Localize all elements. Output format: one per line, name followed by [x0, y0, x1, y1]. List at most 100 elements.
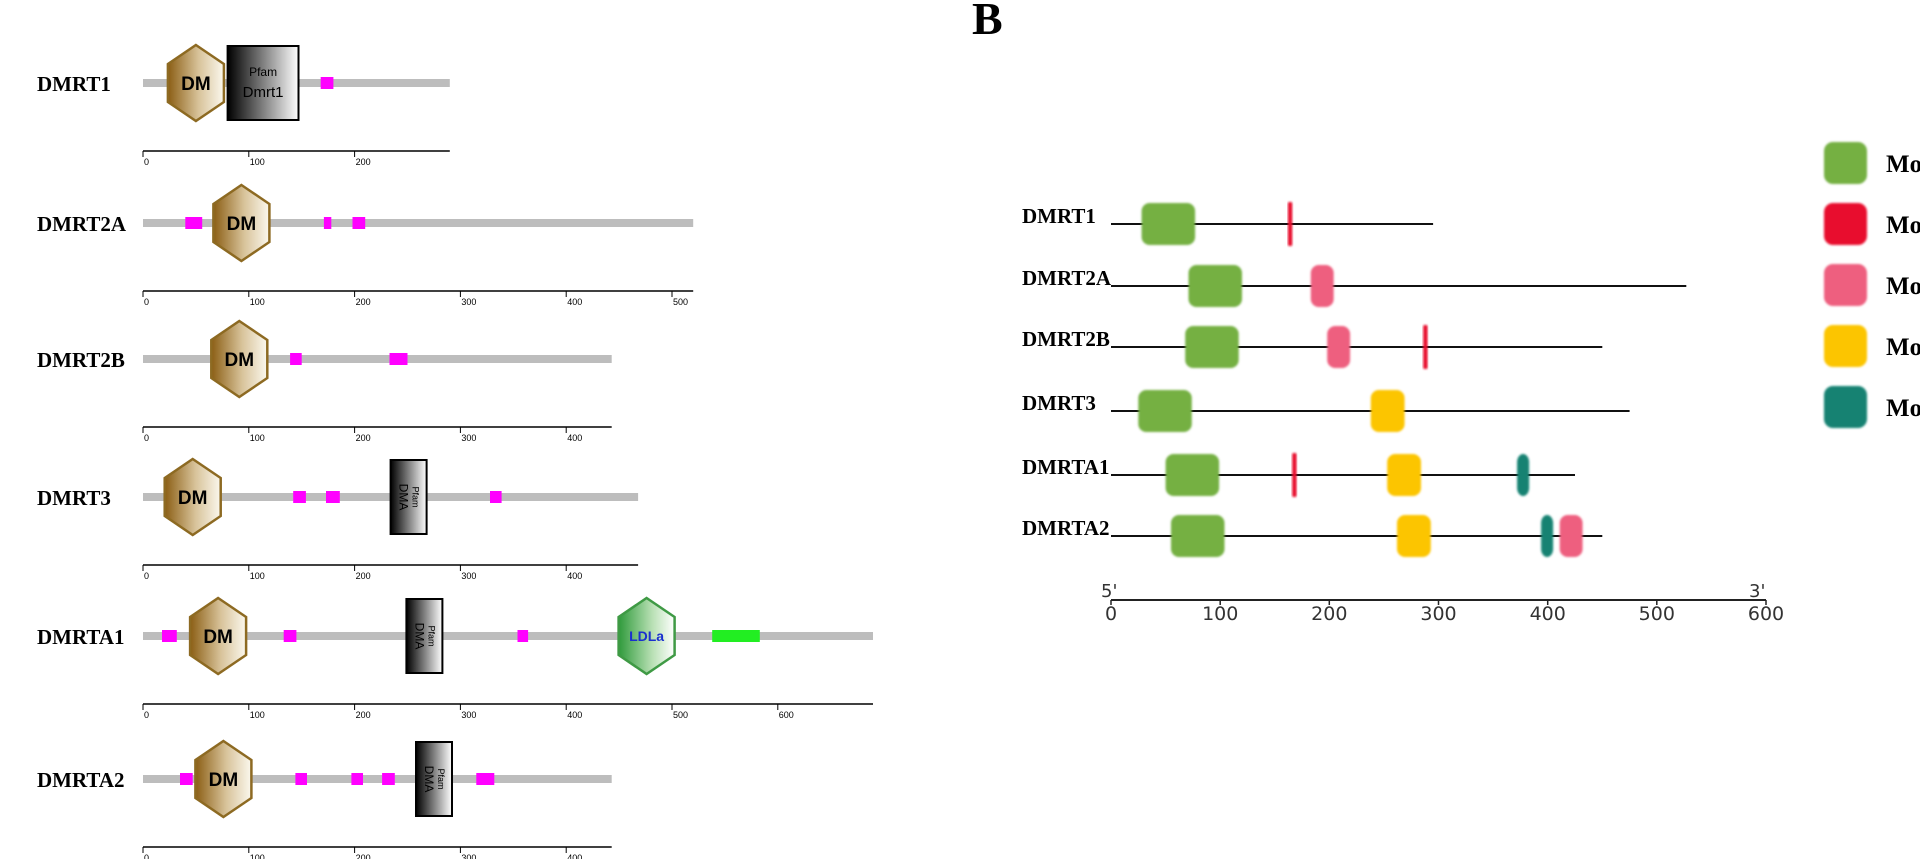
axis-tick-label: 100 — [1202, 603, 1238, 625]
scale-axis: 0 100 200 300 400 500 600 — [142, 703, 873, 720]
low-complexity-segment — [293, 491, 306, 503]
motif-block — [1541, 515, 1554, 557]
motif-row-label: DMRTA1 — [1022, 455, 1110, 479]
motif-row-dmrt2b: DMRT2B — [1022, 325, 1603, 369]
motif-row-dmrt3: DMRT3 — [1022, 390, 1630, 432]
protein-label: DMRT2B — [37, 348, 125, 372]
scale-tick-label: 400 — [567, 297, 582, 307]
motif-row-dmrta2: DMRTA2 — [1022, 515, 1603, 557]
motif-block — [1423, 325, 1428, 369]
pfam-domain-name: Dmrt1 — [243, 84, 284, 101]
scale-tick-label: 200 — [356, 433, 371, 443]
motif-block — [1138, 390, 1192, 432]
legend-label: Mo — [1886, 273, 1920, 300]
scale-tick-label: 0 — [144, 157, 149, 167]
scale-tick-label: 200 — [356, 571, 371, 581]
low-complexity-segment — [352, 217, 366, 229]
dm-domain-label: DM — [178, 488, 208, 509]
pfam-domain — [405, 598, 444, 674]
axis-tick-label: 0 — [1105, 603, 1117, 625]
protein-backbone — [143, 775, 612, 783]
low-complexity-segment — [295, 773, 307, 785]
protein-label: DMRT1 — [37, 72, 111, 96]
pfam-domain-name: DMA — [397, 484, 411, 511]
ldla-domain — [617, 596, 676, 676]
protein-backbone — [143, 219, 694, 227]
motif-block — [1397, 515, 1431, 557]
axis-tick-label: 400 — [1530, 603, 1566, 625]
legend-item: Mo — [1824, 325, 1920, 367]
motif-block — [1292, 453, 1297, 497]
dm-domain — [163, 457, 222, 537]
protein-label: DMRT3 — [37, 486, 111, 510]
motif-block — [1327, 326, 1351, 368]
panel-a: DMRT1 DM Pfam Dmrt1 0 100 200 DMRT2A DM 0 100 200 30… — [37, 43, 873, 859]
low-complexity-segment — [476, 773, 495, 785]
dm-domain — [194, 739, 253, 819]
legend-item: Mo — [1824, 203, 1920, 245]
motif-row-dmrta1: DMRTA1 — [1022, 453, 1575, 497]
dm-domain-label: DM — [181, 74, 211, 95]
legend-swatch — [1824, 386, 1867, 428]
axis-tick-label: 200 — [1311, 603, 1347, 625]
low-complexity-segment — [320, 77, 334, 89]
dm-domain-label: DM — [227, 214, 257, 235]
scale-tick-label: 600 — [779, 710, 794, 720]
legend-label: Mo — [1886, 151, 1920, 178]
scale-tick-label: 400 — [567, 710, 582, 720]
low-complexity-segment — [290, 353, 302, 365]
pfam-domain — [389, 459, 428, 535]
low-complexity-segment — [283, 630, 297, 642]
motif-block — [1559, 515, 1583, 557]
axis-3prime-label: 3' — [1749, 581, 1765, 602]
protein-dmrt2b: DMRT2B DM 0 100 200 300 400 — [37, 319, 612, 443]
scale-axis: 0 100 200 300 400 500 — [142, 290, 694, 307]
scale-tick-label: 500 — [673, 297, 688, 307]
scale-tick-label: 0 — [144, 710, 149, 720]
legend-swatch — [1824, 203, 1867, 245]
scale-tick-label: 100 — [250, 157, 265, 167]
scale-tick-label: 0 — [144, 297, 149, 307]
legend-item: Mo — [1824, 386, 1920, 428]
motif-block — [1141, 203, 1196, 245]
dm-domain — [188, 596, 248, 676]
low-complexity-segment — [323, 217, 332, 229]
scale-tick-label: 200 — [356, 853, 371, 859]
motif-row-dmrt2a: DMRT2A — [1022, 265, 1687, 307]
motif-block — [1310, 265, 1334, 307]
pfam-domain-name: DMA — [412, 623, 426, 650]
low-complexity-segment — [382, 773, 395, 785]
motif-block — [1171, 515, 1225, 557]
dm-domain-label: DM — [225, 350, 255, 371]
protein-label: DMRTA1 — [37, 625, 125, 649]
motif-row-label: DMRTA2 — [1022, 516, 1110, 540]
scale-tick-label: 400 — [567, 433, 582, 443]
axis-5prime-label: 5' — [1101, 581, 1117, 602]
low-complexity-segment — [351, 773, 363, 785]
scale-tick-label: 0 — [144, 571, 149, 581]
motif-row-dmrt1: DMRT1 — [1022, 202, 1434, 246]
axis-tick-label: 600 — [1748, 603, 1784, 625]
scale-axis: 0 100 200 300 400 — [142, 564, 639, 581]
legend-swatch — [1824, 142, 1867, 184]
axis-tick-label: 300 — [1420, 603, 1456, 625]
scale-tick-label: 200 — [356, 157, 371, 167]
protein-label: DMRT2A — [37, 212, 127, 236]
panel-b: DMRT1 DMRT2A DMRT2B DMRT3 DMRTA1 DMRTA2 5' 3' 0 1… — [1022, 142, 1920, 625]
scale-tick-label: 100 — [250, 710, 265, 720]
legend-swatch — [1824, 325, 1867, 367]
position-axis: 5' 3' 0 100 200 300 400 500 600 — [1101, 581, 1784, 625]
low-complexity-segment — [389, 353, 408, 365]
protein-dmrt1: DMRT1 DM Pfam Dmrt1 0 100 200 — [37, 43, 450, 167]
motif-block — [1188, 265, 1242, 307]
low-complexity-segment — [180, 773, 193, 785]
scale-axis: 0 100 200 300 400 — [142, 846, 612, 859]
scale-axis: 0 100 200 — [142, 150, 450, 167]
scale-tick-label: 300 — [461, 571, 476, 581]
